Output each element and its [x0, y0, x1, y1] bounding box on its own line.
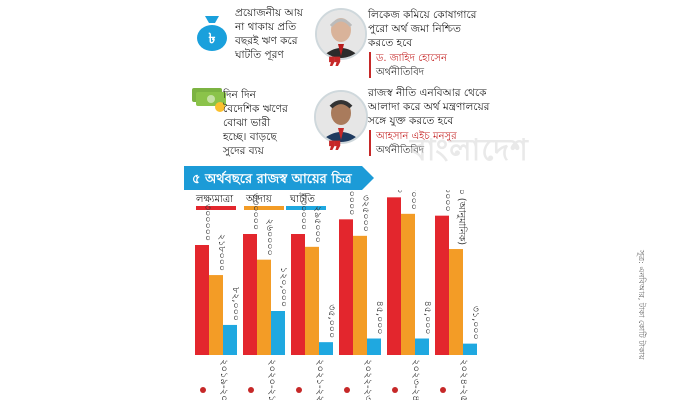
- bar-target: [291, 234, 305, 355]
- bar-target: [243, 234, 257, 355]
- note-2: দিন দিন বৈদেশিক ঋণের বোঝা ভারী হচ্ছে। বা…: [190, 84, 310, 157]
- legend-swatch-deficit: [286, 206, 326, 210]
- bar-collection: [401, 213, 415, 355]
- value-label: ৩৮৫০০০: [408, 190, 419, 210]
- legend-swatch-collection: [244, 206, 284, 210]
- bar-collection: [257, 259, 271, 355]
- category-label: ২০২৩-২৪: [410, 359, 421, 400]
- bar-collection: [353, 235, 367, 355]
- value-label: ৩৮০০০০: [442, 190, 453, 212]
- quote-text-1: লিকেজ কমিয়ে কোষাগারে পুরো অর্থ জমা নিশ্…: [368, 9, 477, 49]
- quote-text-2: রাজস্ব নীতি এনবিআর থেকে আলাদা করে অর্থ ম…: [368, 87, 490, 127]
- bar-collection: [449, 249, 463, 355]
- speaker-name-1: ড. জাহিদ হোসেন: [376, 53, 447, 64]
- bar-target: [339, 219, 353, 355]
- quote-mark-icon: ❞: [328, 137, 342, 167]
- value-label: ৩১,০০০: [470, 306, 481, 340]
- legend-label-deficit: ঘাটতি: [290, 194, 315, 205]
- value-label: ২৯৫০০০: [312, 206, 323, 243]
- bar-deficit: [319, 342, 333, 355]
- cash-stack-icon: [192, 88, 226, 112]
- value-label: ২৮৯০০০ (আনুমানিক): [456, 190, 468, 245]
- speaker-name-2: আহসান এইচ মনসুর: [376, 131, 457, 142]
- bar-collection: [209, 275, 223, 355]
- bar-deficit: [223, 324, 237, 355]
- bar-target: [387, 197, 401, 355]
- value-label: ২৬০০০০: [264, 219, 275, 256]
- bar-target: [435, 215, 449, 355]
- category-label: ২০২৪-২৫: [458, 359, 469, 400]
- bar-deficit: [367, 338, 381, 355]
- year-marker-dot: [440, 387, 446, 393]
- bar-deficit: [271, 311, 285, 355]
- category-label: ২০২১-২২: [314, 359, 325, 400]
- quote-divider: [369, 52, 371, 78]
- value-label: ৮২,০০০: [230, 287, 241, 321]
- speaker-role-1: অর্থনীতিবিদ: [376, 67, 425, 78]
- category-label: ২০২২-২৩: [362, 359, 373, 400]
- chart-title-banner: ৫ অর্থবছরে রাজস্ব আয়ের চিত্র: [184, 166, 374, 190]
- speaker-role-2: অর্থনীতিবিদ: [376, 145, 425, 156]
- bar-deficit: [415, 338, 429, 355]
- value-label: ৩৩০০০০: [298, 193, 309, 230]
- economist-portrait-2: [314, 90, 368, 144]
- year-marker-dot: [200, 387, 206, 393]
- legend-label-collection: আদায়: [246, 194, 272, 205]
- value-label: ৩৫,০০০: [326, 304, 337, 338]
- chart-title: ৫ অর্থবছরে রাজস্ব আয়ের চিত্র: [192, 172, 352, 187]
- value-label: ১২০,০০০: [278, 267, 289, 307]
- year-marker-dot: [392, 387, 398, 393]
- value-label: ৪৫,০০০: [422, 301, 433, 335]
- quote-mark-icon: ❞: [328, 53, 342, 83]
- value-label: ৩০০০০০: [202, 204, 213, 241]
- revenue-bar-chart: ৩০০০০০২১৮০০০৮২,০০০২০১৯-২০৩৩০০০০২৬০০০০১২০…: [195, 190, 481, 400]
- quote-divider: [369, 130, 371, 156]
- bar-collection: [305, 246, 319, 355]
- category-label: ২০১৯-২০: [218, 359, 229, 400]
- legend-label-target: লক্ষ্যমাত্রা: [196, 194, 234, 205]
- value-label: ৪৫,০০০: [374, 301, 385, 335]
- note-text: দিন দিন বৈদেশিক ঋণের বোঝা ভারী হচ্ছে। বা…: [223, 89, 288, 157]
- value-label: ৩২৫০০০: [360, 195, 371, 232]
- value-label: ২১৮০০০: [216, 234, 227, 271]
- newspaper-watermark: বাংলাদেশ: [410, 133, 529, 168]
- year-marker-dot: [296, 387, 302, 393]
- year-marker-dot: [344, 387, 350, 393]
- note-1: ৳ প্রয়োজনীয় আয় না থাকায় প্রতি বছরই ঋ…: [195, 6, 305, 76]
- note-text: প্রয়োজনীয় আয় না থাকায় প্রতি বছরই ঋণ …: [235, 7, 303, 61]
- value-label: ৩৩০০০০: [250, 193, 261, 230]
- category-label: ২০২০-২১: [266, 359, 277, 400]
- value-label: ৪৩০০০০: [394, 190, 405, 193]
- legend-swatch-target: [196, 206, 236, 210]
- bar-target: [195, 245, 209, 355]
- svg-text:৳: ৳: [209, 31, 216, 47]
- bar-deficit: [463, 343, 477, 355]
- source-note: সূত্র: এনবিআর, টাকা কোটি টাকায়: [637, 250, 646, 360]
- value-label: ৩৭০০০০: [346, 190, 357, 215]
- money-bag-icon: ৳: [197, 16, 227, 51]
- economist-portrait-1: [315, 8, 367, 60]
- year-marker-dot: [248, 387, 254, 393]
